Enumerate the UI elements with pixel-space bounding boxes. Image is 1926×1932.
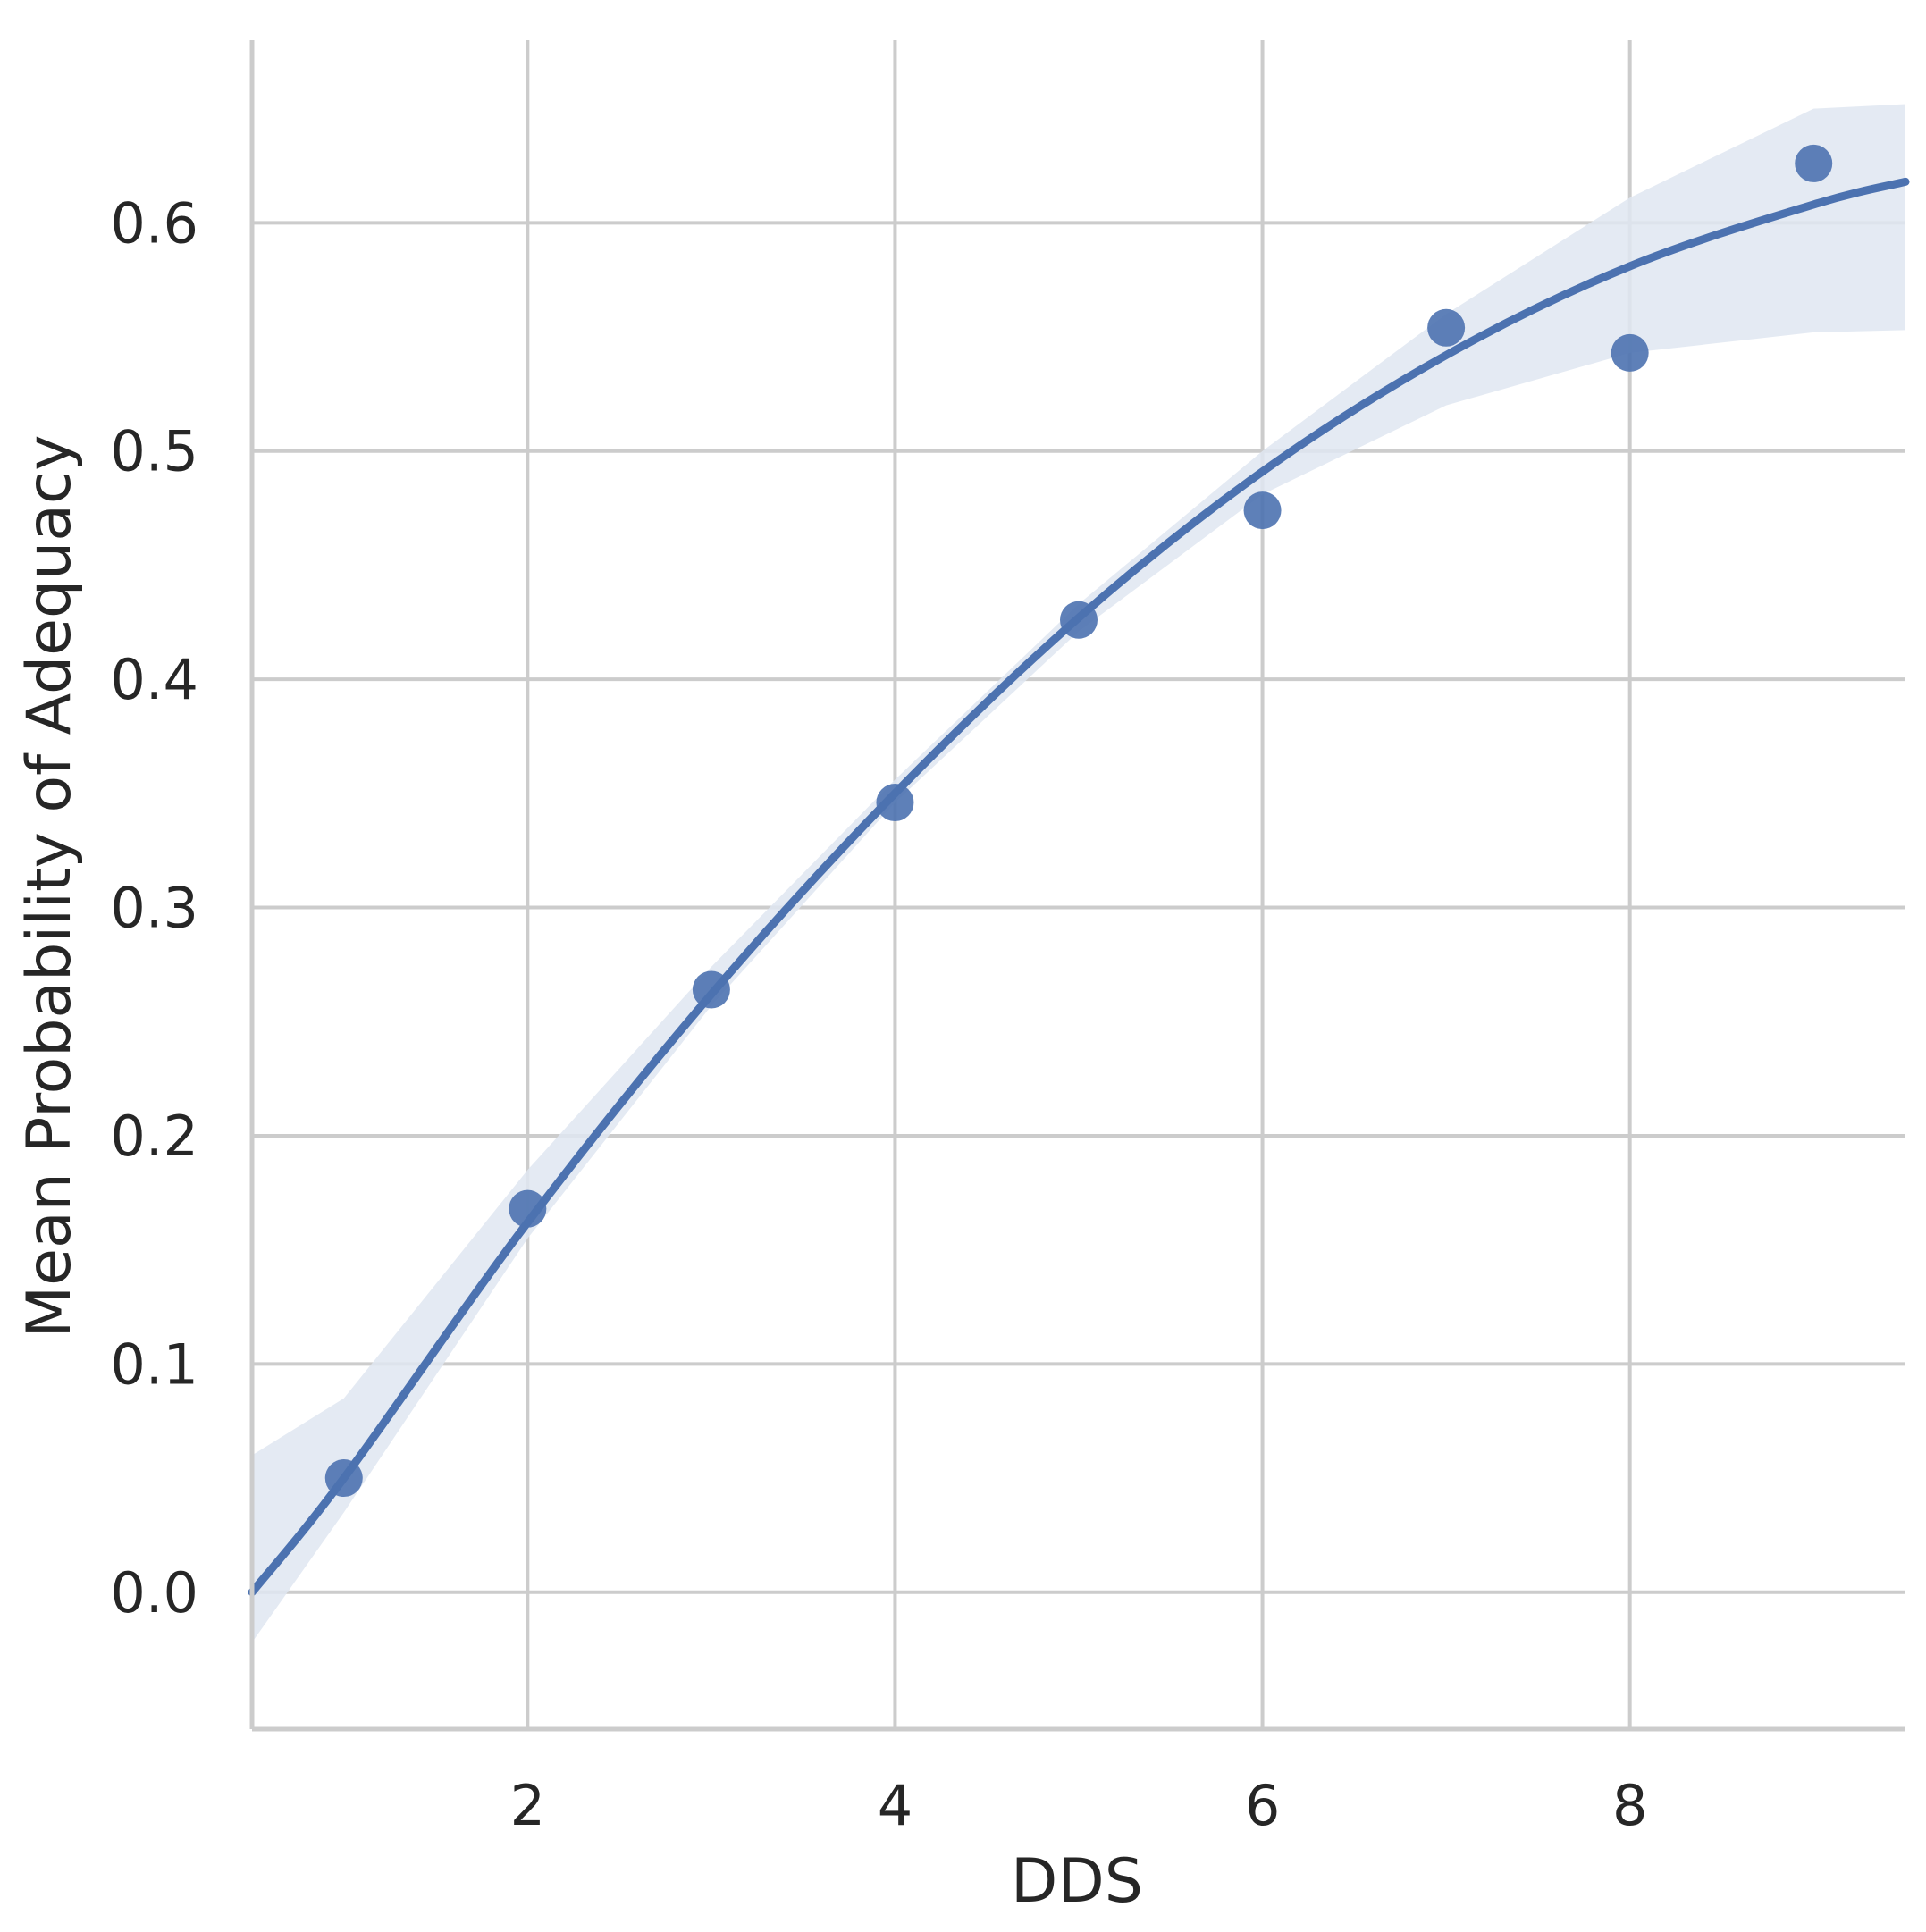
x-tick-label: 4	[878, 1773, 913, 1838]
x-axis-label: DDS	[1011, 1846, 1143, 1917]
x-tick-labels: 2 4 6 8	[510, 1773, 1648, 1838]
x-tick-label: 2	[510, 1773, 545, 1838]
y-tick-label: 0.5	[110, 419, 198, 484]
confidence-band	[252, 104, 1905, 1642]
y-tick-label: 0.3	[110, 876, 198, 941]
data-point	[1427, 308, 1466, 347]
data-point	[1611, 333, 1649, 372]
data-point	[1795, 144, 1833, 182]
data-point	[509, 1189, 547, 1228]
y-axis-label: Mean Probability of Adequacy	[14, 434, 85, 1338]
y-tick-label: 0.0	[110, 1560, 198, 1625]
data-point	[876, 784, 914, 822]
data-point	[1060, 601, 1098, 639]
y-tick-label: 0.2	[110, 1104, 198, 1169]
x-tick-label: 6	[1245, 1773, 1280, 1838]
x-tick-label: 8	[1612, 1773, 1647, 1838]
fit-line	[248, 177, 1910, 1597]
y-tick-label: 0.6	[110, 190, 198, 256]
axes	[249, 40, 1905, 1732]
y-tick-labels: 0.0 0.1 0.2 0.3 0.4 0.5 0.6	[110, 190, 198, 1625]
confidence-band-area	[252, 104, 1905, 1642]
data-point	[692, 970, 730, 1009]
y-tick-label: 0.1	[110, 1331, 198, 1397]
data-point	[1243, 491, 1282, 530]
regression-line	[248, 177, 1910, 1597]
y-tick-label: 0.4	[110, 647, 198, 712]
data-points	[324, 144, 1833, 1498]
data-point	[324, 1459, 363, 1498]
